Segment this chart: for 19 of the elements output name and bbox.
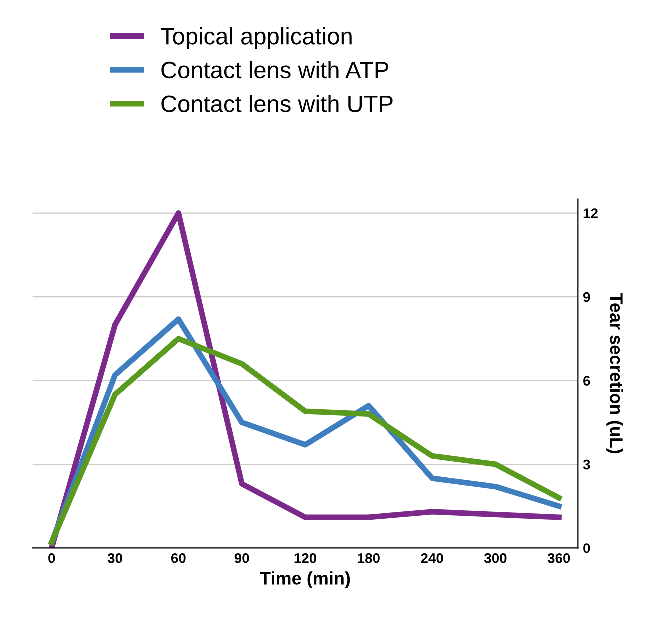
- y-tick-label: 3: [583, 460, 590, 470]
- x-tick-label: 90: [234, 553, 250, 564]
- x-tick-label: 240: [421, 553, 444, 564]
- y-tick-label: 12: [584, 208, 598, 218]
- y-tick-label: 9: [584, 292, 590, 302]
- x-tick-label: 180: [358, 553, 380, 564]
- y-tick-label: 6: [584, 376, 590, 386]
- x-tick-label: 0: [48, 553, 56, 564]
- x-tick-label: 120: [294, 553, 317, 564]
- legend-label: Contact lens with UTP: [162, 95, 393, 112]
- y-axis-title: Tear secretion (uL): [606, 293, 624, 454]
- x-tick-label: 300: [484, 553, 507, 564]
- x-tick-label: 360: [548, 553, 570, 564]
- x-axis-title: Time (min): [260, 572, 350, 588]
- legend-label: Contact lens with ATP: [162, 61, 388, 79]
- x-tick-label: 30: [108, 553, 122, 564]
- x-tick-label: 60: [171, 553, 186, 564]
- legend-label: Topical application: [160, 27, 352, 50]
- y-tick-label: 0: [584, 544, 590, 554]
